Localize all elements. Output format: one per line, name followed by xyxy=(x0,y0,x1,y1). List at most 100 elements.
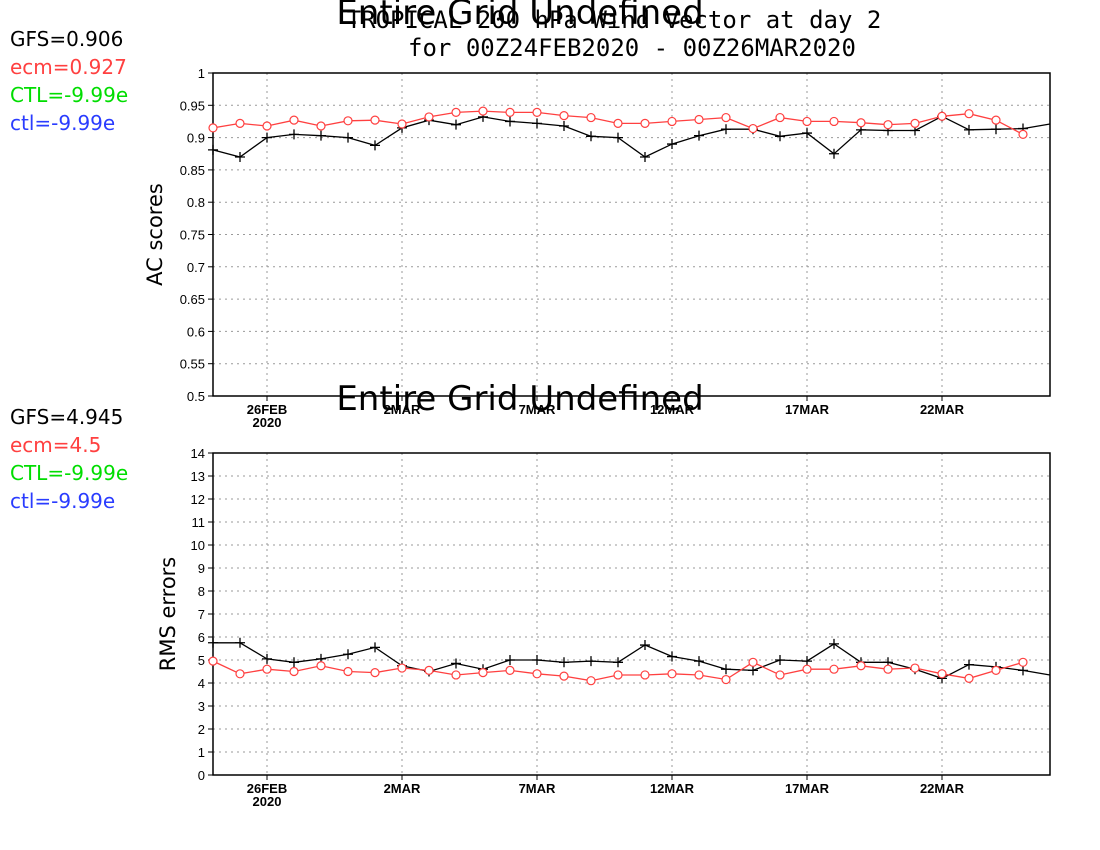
data-point-gfs xyxy=(667,139,677,150)
x-tick-label: 12MAR xyxy=(650,402,695,417)
data-point-gfs xyxy=(505,655,515,665)
legend-ecm-stat: ecm=0.927 xyxy=(10,55,127,79)
data-point-ecm xyxy=(208,656,218,666)
data-point-ecm xyxy=(343,116,353,126)
data-point-ecm xyxy=(235,118,245,128)
data-point-ecm xyxy=(856,661,866,671)
data-point-gfs xyxy=(775,131,785,142)
data-point-ecm xyxy=(424,112,434,122)
x-tick-label: 17MAR xyxy=(785,781,830,796)
legend-gfs-stat: GFS=4.945 xyxy=(10,405,123,429)
data-point-ecm xyxy=(451,670,461,680)
data-point-ecm xyxy=(694,114,704,125)
data-point-ecm xyxy=(478,106,488,116)
chart-title-line1: TROPICAL 200 hPa Wind Vector at day 2 xyxy=(347,6,882,34)
data-point-gfs xyxy=(694,130,704,141)
y-tick-label: 5 xyxy=(198,653,205,668)
y-tick-label: 6 xyxy=(198,630,205,645)
data-point-ecm xyxy=(478,668,488,678)
data-point-ecm xyxy=(937,111,947,121)
y-tick-label: 9 xyxy=(198,561,205,576)
data-point-ecm xyxy=(397,119,407,129)
data-point-ecm xyxy=(937,669,947,679)
data-point-ecm xyxy=(802,664,812,674)
x-tick-label: 12MAR xyxy=(650,781,695,796)
rms-panel: GFS=4.945ecm=4.5CTL=-9.99ectl=-9.99e0123… xyxy=(10,405,1051,809)
y-tick-label: 4 xyxy=(198,676,205,691)
data-point-ecm xyxy=(640,670,650,680)
y-tick-label: 11 xyxy=(192,515,206,530)
data-point-gfs xyxy=(775,655,785,665)
data-point-gfs xyxy=(991,124,1001,135)
data-point-gfs xyxy=(505,116,515,127)
data-point-gfs xyxy=(721,664,731,675)
data-point-ecm xyxy=(1018,129,1028,139)
y-tick-label: 0 xyxy=(198,768,205,783)
y-tick-label: 0.75 xyxy=(180,228,205,243)
data-point-ecm xyxy=(802,116,812,127)
x-tick-label: 7MAR xyxy=(519,781,556,796)
data-point-gfs xyxy=(964,124,974,135)
data-point-gfs xyxy=(964,659,974,670)
data-point-gfs xyxy=(802,128,812,139)
data-point-gfs xyxy=(235,151,245,162)
x-tick-label: 22MAR xyxy=(920,781,965,796)
y-tick-label: 0.9 xyxy=(187,131,205,146)
data-point-ecm xyxy=(289,115,299,125)
data-point-ecm xyxy=(1018,657,1028,667)
y-tick-label: 1 xyxy=(198,745,205,760)
data-point-gfs xyxy=(613,132,623,143)
data-point-ecm xyxy=(208,123,218,133)
data-point-ecm xyxy=(883,664,893,674)
y-tick-label: 2 xyxy=(198,722,205,737)
data-point-ecm xyxy=(559,671,569,681)
data-point-ecm xyxy=(721,112,731,123)
data-point-ecm xyxy=(559,111,569,121)
data-point-ecm xyxy=(964,109,974,119)
data-point-gfs xyxy=(721,124,731,135)
data-point-ecm xyxy=(640,118,650,128)
data-point-gfs xyxy=(370,642,380,653)
data-point-ecm xyxy=(343,666,353,677)
data-point-gfs xyxy=(208,637,218,648)
data-point-ecm xyxy=(532,669,542,679)
y-tick-label: 0.7 xyxy=(187,260,205,275)
y-tick-label: 10 xyxy=(191,538,205,553)
data-point-ecm xyxy=(451,107,461,118)
chart-title-line2: for 00Z24FEB2020 - 00Z26MAR2020 xyxy=(408,34,856,62)
x-tick-label: 26FEB xyxy=(247,781,287,796)
data-point-gfs xyxy=(640,640,650,651)
data-point-gfs xyxy=(748,665,758,676)
data-point-ecm xyxy=(694,670,704,680)
data-point-gfs xyxy=(802,656,812,667)
data-point-ecm xyxy=(964,673,974,684)
data-point-gfs xyxy=(289,657,299,668)
data-point-gfs xyxy=(694,656,704,667)
legend-ctl-stat: CTL=-9.99e xyxy=(10,83,128,107)
data-point-gfs xyxy=(640,151,650,162)
y-tick-label: 0.55 xyxy=(180,357,205,372)
series-line-gfs xyxy=(213,642,1051,680)
data-point-gfs xyxy=(208,144,218,155)
data-point-gfs xyxy=(316,130,326,141)
data-point-ecm xyxy=(370,115,380,125)
y-tick-label: 7 xyxy=(198,607,205,622)
ac-panel: GFS=0.906 ecm=0.927 CTL=-9.99e ctl=-9.99e 0.… xyxy=(10,27,1051,430)
data-point-ecm xyxy=(586,676,596,686)
y-tick-label: 0.85 xyxy=(180,163,205,178)
data-point-ecm xyxy=(748,123,758,134)
data-point-ecm xyxy=(667,669,677,679)
legend-ctl-stat: ctl=-9.99e xyxy=(10,111,115,135)
data-point-ecm xyxy=(262,121,272,131)
data-point-gfs xyxy=(829,148,839,159)
data-point-ecm xyxy=(235,669,245,679)
chart-panels: GFS=0.906 ecm=0.927 CTL=-9.99e ctl=-9.99e 0.… xyxy=(10,27,1051,809)
data-point-ecm xyxy=(991,115,1001,125)
data-point-gfs xyxy=(1018,665,1028,676)
data-point-gfs xyxy=(532,118,542,129)
data-point-ecm xyxy=(856,118,866,128)
x-tick-label: 22MAR xyxy=(920,402,965,417)
x-tick-sublabel: 2020 xyxy=(253,415,282,430)
data-point-gfs xyxy=(262,132,272,143)
y-tick-label: 14 xyxy=(191,446,205,461)
